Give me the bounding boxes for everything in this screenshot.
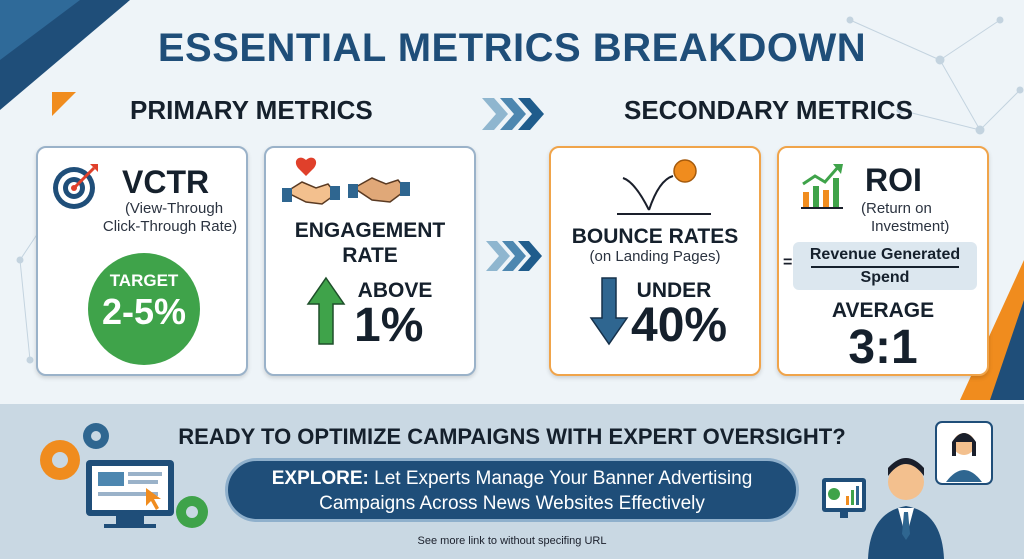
bounce-value: 40% bbox=[631, 298, 727, 353]
bounce-heading: BOUNCE RATES bbox=[551, 224, 759, 249]
roi-formula: Revenue Generated Spend bbox=[793, 242, 977, 290]
explore-text-line1: Let Experts Manage Your Banner Advertisi… bbox=[369, 468, 752, 489]
roi-subtitle-line1: (Return on bbox=[861, 200, 971, 218]
explore-text-line2: Campaigns Across News Websites Effective… bbox=[228, 491, 796, 516]
primary-metrics-heading: PRIMARY METRICS bbox=[130, 95, 373, 126]
target-badge: TARGET 2-5% bbox=[88, 253, 200, 365]
vctr-heading: VCTR bbox=[122, 164, 209, 201]
growth-chart-icon bbox=[799, 162, 845, 212]
bounce-subtitle: (on Landing Pages) bbox=[551, 248, 759, 266]
chevron-right-icon bbox=[482, 94, 546, 134]
bouncing-ball-icon bbox=[615, 158, 715, 218]
vctr-subtitle-line1: (View-Through bbox=[104, 200, 244, 218]
target-icon bbox=[50, 162, 100, 212]
roi-heading: ROI bbox=[865, 162, 922, 199]
target-label: TARGET bbox=[88, 271, 200, 291]
roi-card: ROI (Return on Investment) = Revenue Gen… bbox=[777, 146, 989, 376]
explore-button[interactable]: EXPLORE: Let Experts Manage Your Banner … bbox=[225, 458, 799, 522]
engagement-heading-line1: ENGAGEMENT bbox=[266, 218, 474, 243]
formula-equals: = bbox=[783, 254, 792, 272]
secondary-metrics-heading: SECONDARY METRICS bbox=[624, 95, 913, 126]
bounce-rates-card: BOUNCE RATES (on Landing Pages) UNDER 40… bbox=[549, 146, 761, 376]
engagement-heading-line2: RATE bbox=[266, 243, 474, 268]
chevron-right-icon bbox=[486, 238, 544, 274]
formula-numerator: Revenue Generated bbox=[793, 246, 977, 264]
explore-line1: EXPLORE: Let Experts Manage Your Banner … bbox=[228, 466, 796, 491]
explore-label: EXPLORE: bbox=[272, 468, 369, 489]
engagement-rate-card: ENGAGEMENT RATE ABOVE 1% bbox=[264, 146, 476, 376]
formula-divider bbox=[811, 266, 959, 268]
arrow-down-icon bbox=[589, 276, 629, 346]
page-title: ESSENTIAL METRICS BREAKDOWN bbox=[0, 26, 1024, 71]
footnote: See more link to without specifing URL bbox=[0, 535, 1024, 547]
arrow-up-icon bbox=[306, 276, 346, 346]
handshake-icon bbox=[282, 156, 412, 210]
target-value: 2-5% bbox=[88, 291, 200, 333]
formula-denominator: Spend bbox=[793, 269, 977, 287]
roi-subtitle-line2: Investment) bbox=[871, 218, 981, 236]
vctr-card: VCTR (View-Through Click-Through Rate) T… bbox=[36, 146, 248, 376]
vctr-subtitle-line2: Click-Through Rate) bbox=[94, 218, 246, 236]
engagement-value: 1% bbox=[354, 298, 423, 353]
roi-average-value: 3:1 bbox=[779, 320, 987, 375]
